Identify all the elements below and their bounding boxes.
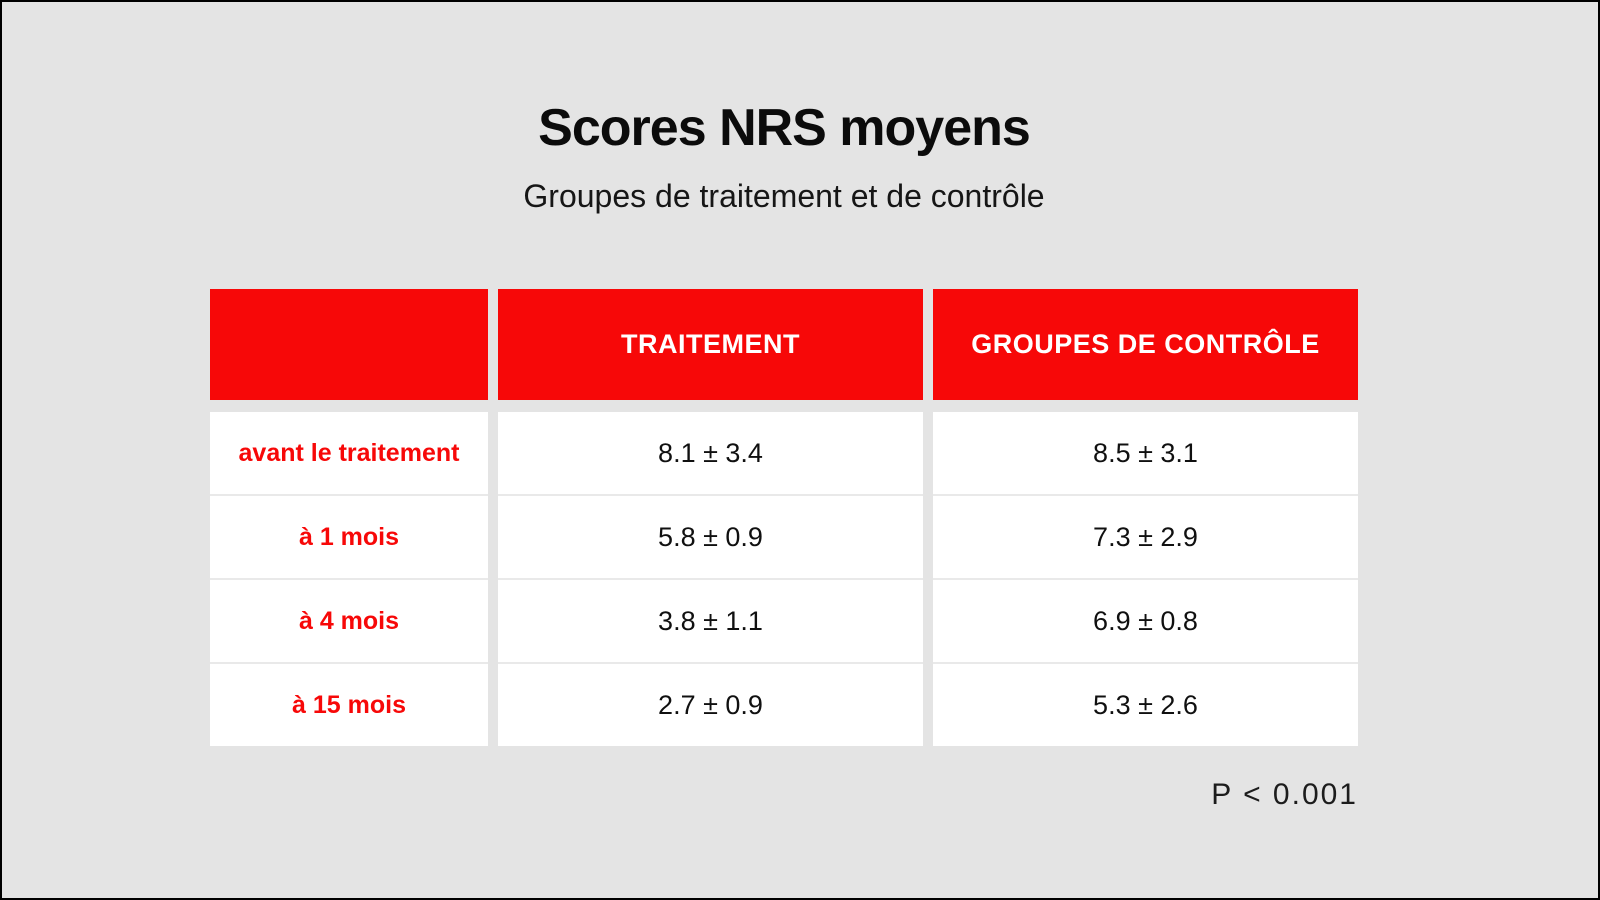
value-text: 5.8 ± 0.9 — [658, 521, 763, 552]
table-cell: 3.8 ± 1.1 — [498, 580, 923, 664]
value-text: 2.7 ± 0.9 — [658, 689, 763, 720]
table-cell: 5.8 ± 0.9 — [498, 496, 923, 580]
table-row-label: à 15 mois — [210, 664, 488, 746]
page-subtitle: Groupes de traitement et de contrôle — [523, 178, 1045, 214]
results-table: TRAITEMENT GROUPES DE CONTRÔLE avant le … — [210, 289, 1358, 746]
table-cell: 7.3 ± 2.9 — [933, 496, 1358, 580]
value-text: 7.3 ± 2.9 — [1093, 521, 1198, 552]
row-label-text: à 15 mois — [292, 690, 406, 719]
value-text: 8.1 ± 3.4 — [658, 437, 763, 468]
row-label-text: à 4 mois — [298, 606, 400, 635]
row-label-text: avant le traitement — [238, 438, 460, 467]
table-header-empty — [210, 289, 488, 400]
table-header-traitement: TRAITEMENT — [498, 289, 923, 400]
table-cell: 8.1 ± 3.4 — [498, 412, 923, 496]
row-label-text: à 1 mois — [298, 522, 400, 551]
page-title: Scores NRS moyens — [538, 99, 1031, 157]
value-text: 6.9 ± 0.8 — [1093, 605, 1198, 636]
table-cell: 2.7 ± 0.9 — [498, 664, 923, 746]
table-cell: 6.9 ± 0.8 — [933, 580, 1358, 664]
table-row-label: à 4 mois — [210, 580, 488, 664]
table-cell: 8.5 ± 3.1 — [933, 412, 1358, 496]
table-cell: 5.3 ± 2.6 — [933, 664, 1358, 746]
table-row-label: à 1 mois — [210, 496, 488, 580]
value-text: 5.3 ± 2.6 — [1093, 689, 1198, 720]
value-text: 3.8 ± 1.1 — [658, 605, 763, 636]
table-header-controle: GROUPES DE CONTRÔLE — [933, 289, 1358, 400]
p-value-annotation: P < 0.001 — [1211, 778, 1358, 811]
table-row-label: avant le traitement — [210, 412, 488, 496]
infographic-content: Scores NRS moyens Groupes de traitement … — [210, 2, 1358, 812]
value-text: 8.5 ± 3.1 — [1093, 437, 1198, 468]
